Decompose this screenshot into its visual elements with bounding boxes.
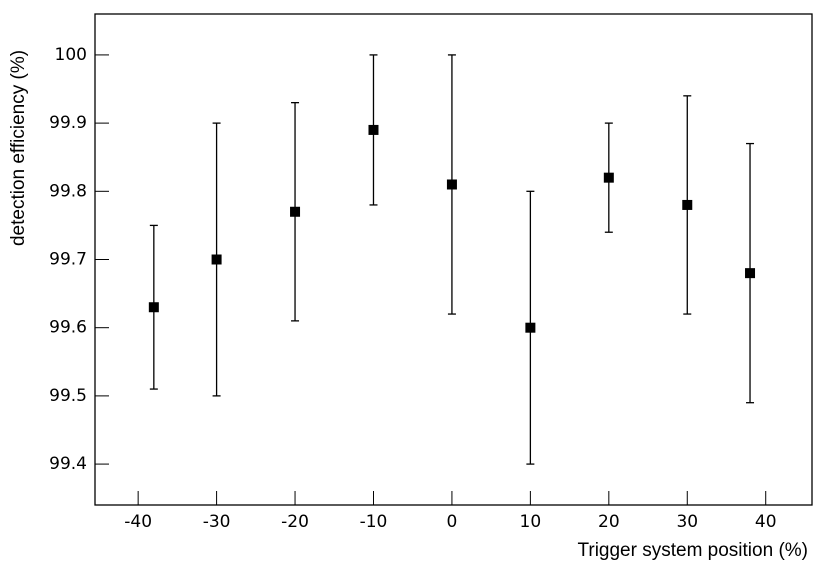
x-tick-label: 20 (598, 512, 620, 532)
x-tick-label: 40 (755, 512, 777, 532)
y-tick-label: 99.9 (49, 113, 87, 133)
marker (745, 268, 756, 279)
y-tick-label: 99.6 (49, 318, 87, 338)
marker (603, 172, 614, 183)
marker (525, 322, 536, 333)
marker (682, 199, 693, 210)
marker (290, 206, 301, 217)
x-tick-label: 10 (520, 512, 542, 532)
marker (446, 179, 457, 190)
y-tick-label: 99.7 (49, 250, 87, 270)
y-axis-title: detection efficiency (%) (8, 50, 29, 246)
y-tick-label: 100 (55, 45, 87, 65)
y-tick-label: 99.5 (49, 386, 87, 406)
x-tick-label: -40 (124, 512, 152, 532)
marker (368, 124, 379, 135)
x-tick-label: 0 (447, 512, 458, 532)
marker (148, 302, 159, 313)
x-tick-label: -20 (281, 512, 309, 532)
y-tick-label: 99.4 (49, 454, 87, 474)
x-tick-label: -10 (360, 512, 388, 532)
x-tick-label: -30 (203, 512, 231, 532)
plot-frame (94, 13, 813, 506)
y-tick-label: 99.8 (49, 181, 87, 201)
marker (211, 254, 222, 265)
x-tick-label: 30 (676, 512, 698, 532)
x-axis-title: Trigger system position (%) (577, 540, 808, 561)
